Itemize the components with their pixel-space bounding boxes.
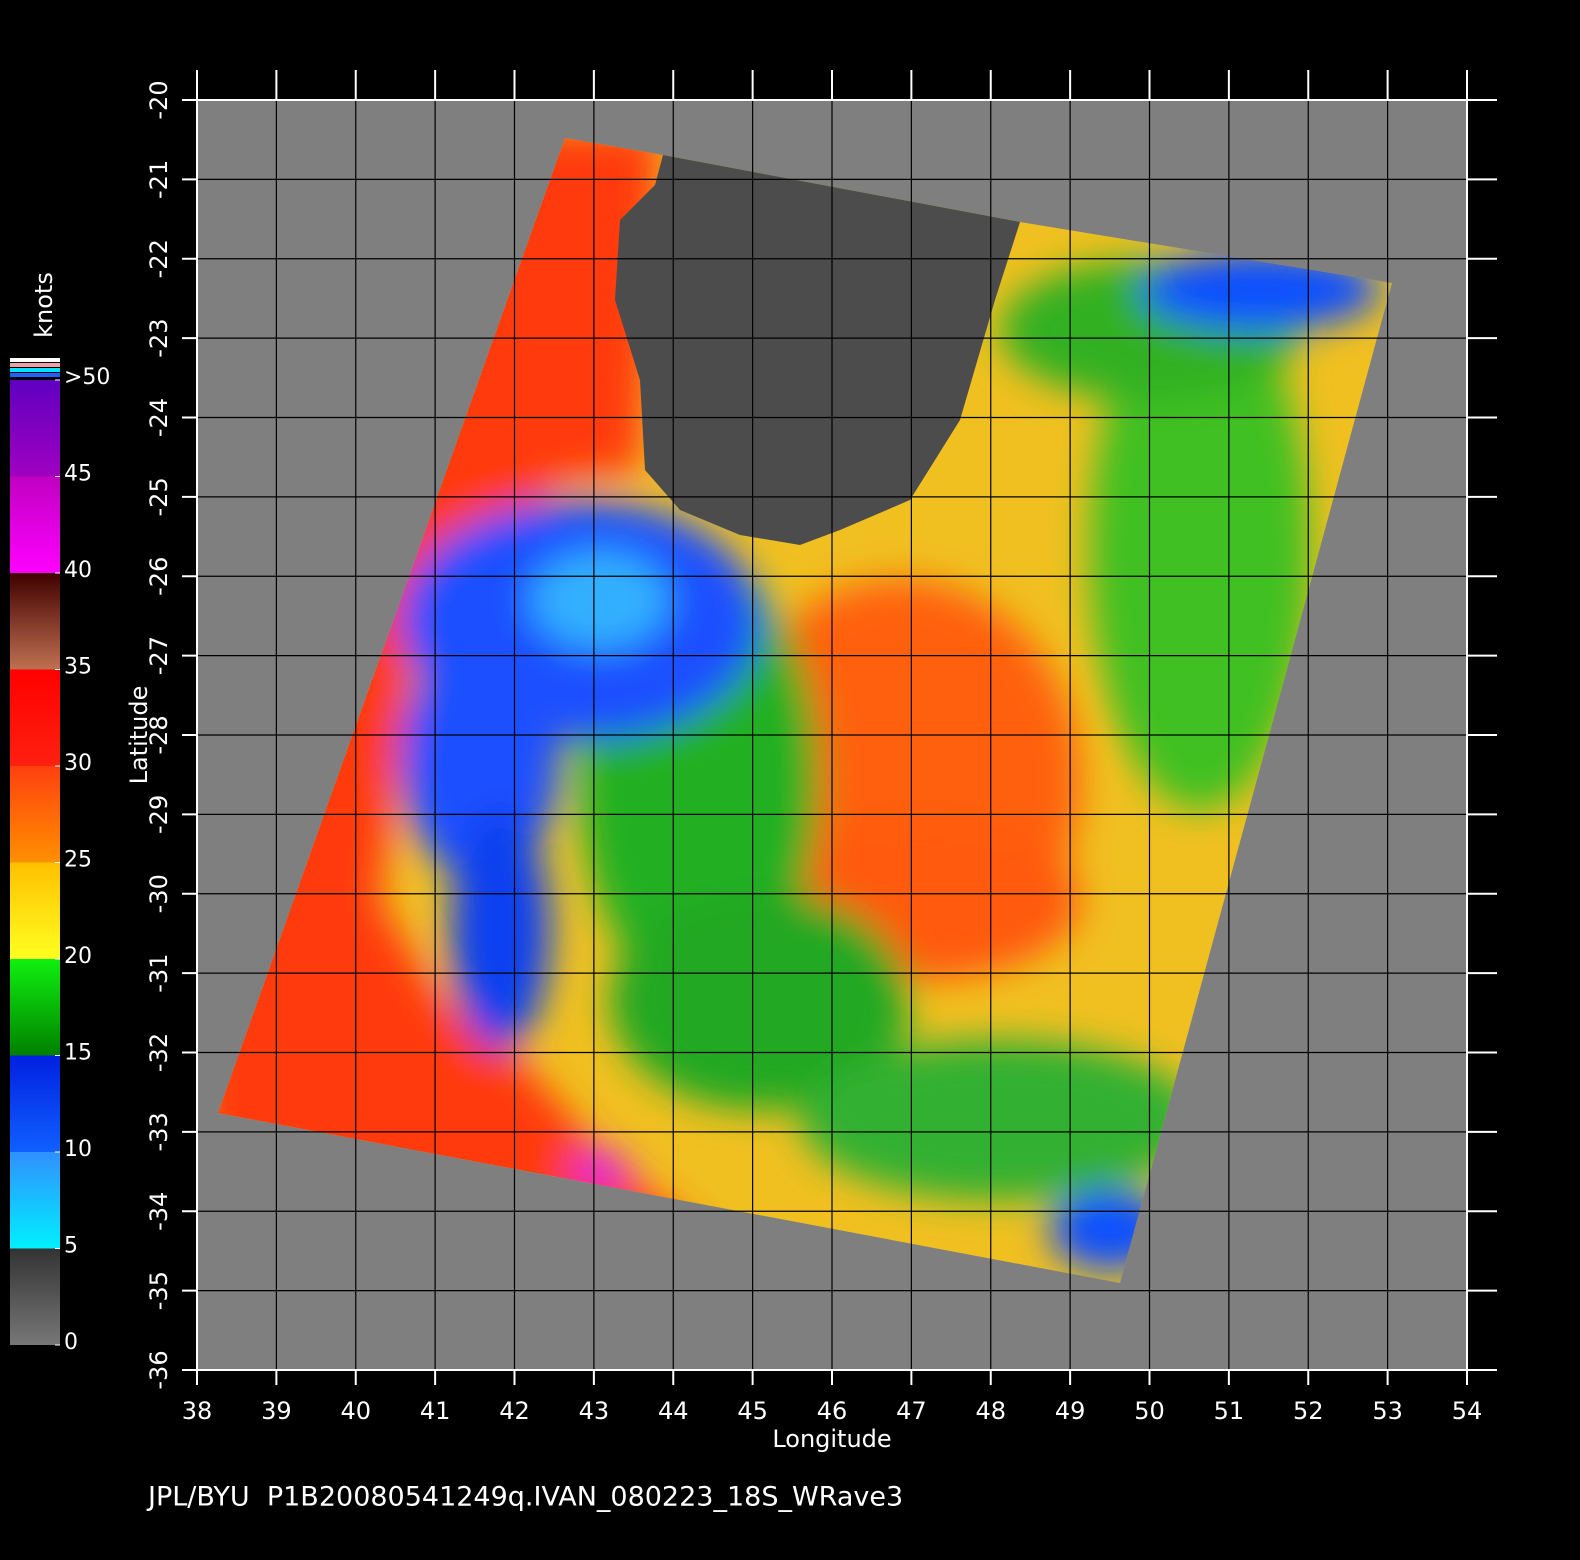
caption: JPL/BYU P1B20080541249q.IVAN_080223_18S_… (146, 1482, 903, 1513)
y-tick-label: -32 (145, 1033, 173, 1072)
x-tick-label: 40 (340, 1397, 371, 1425)
colorbar-cap (10, 363, 60, 367)
colorbar-tick-label: 0 (64, 1330, 78, 1355)
colorbar-tick-label: >50 (64, 365, 110, 390)
colorbar-cap (10, 373, 60, 377)
colorbar-cap (10, 358, 60, 362)
colorbar-tick-label: 10 (64, 1137, 92, 1162)
x-tick-label: 46 (817, 1397, 848, 1425)
colorbar-segment (10, 1152, 60, 1249)
x-tick-label: 52 (1293, 1397, 1324, 1425)
colorbar-tick-label: 25 (64, 848, 92, 873)
x-axis-label: Longitude (772, 1425, 891, 1453)
x-tick-label: 43 (579, 1397, 610, 1425)
colorbar-cap (10, 368, 60, 372)
colorbar-tick-label: 45 (64, 462, 92, 487)
x-tick-label: 50 (1134, 1397, 1165, 1425)
colorbar-tick-label: 20 (64, 944, 92, 969)
y-tick-label: -29 (145, 795, 173, 834)
colorbar-tick-label: 5 (64, 1234, 78, 1259)
colorbar-segment (10, 380, 60, 477)
colorbar-tick-label: 35 (64, 655, 92, 680)
y-tick-label: -20 (145, 80, 173, 119)
colorbar-tick-label: 40 (64, 558, 92, 583)
y-tick-label: -36 (145, 1350, 173, 1389)
x-tick-label: 38 (182, 1397, 213, 1425)
y-tick-label: -30 (145, 874, 173, 913)
colorbar-tick-label: 30 (64, 751, 92, 776)
colorbar-segment (10, 959, 60, 1056)
x-tick-label: 54 (1452, 1397, 1483, 1425)
colorbar-segment (10, 669, 60, 766)
y-tick-label: -27 (145, 636, 173, 675)
colorbar-label: knots (30, 272, 58, 338)
colorbar-segment (10, 1055, 60, 1152)
x-tick-label: 53 (1372, 1397, 1403, 1425)
colorbar-tick-label: 15 (64, 1041, 92, 1066)
y-tick-label: -31 (145, 954, 173, 993)
x-tick-label: 39 (261, 1397, 292, 1425)
x-tick-label: 51 (1214, 1397, 1245, 1425)
x-tick-label: 44 (658, 1397, 689, 1425)
y-tick-label: -26 (145, 557, 173, 596)
colorbar-segment (10, 766, 60, 863)
y-tick-label: -24 (145, 398, 173, 437)
colorbar-segment (10, 476, 60, 573)
y-tick-label: -34 (145, 1192, 173, 1231)
x-tick-label: 45 (737, 1397, 768, 1425)
y-tick-label: -35 (145, 1271, 173, 1310)
y-axis-label: Latitude (125, 686, 153, 785)
x-tick-label: 47 (896, 1397, 927, 1425)
x-tick-label: 49 (1055, 1397, 1086, 1425)
y-tick-label: -22 (145, 239, 173, 278)
x-tick-label: 41 (420, 1397, 451, 1425)
plot-frame (196, 99, 1468, 1371)
y-tick-label: -28 (145, 715, 173, 754)
x-tick-label: 42 (499, 1397, 530, 1425)
colorbar-segment (10, 1248, 60, 1345)
y-tick-label: -33 (145, 1112, 173, 1151)
y-tick-label: -21 (145, 160, 173, 199)
x-tick-label: 48 (975, 1397, 1006, 1425)
colorbar-segment (10, 573, 60, 670)
y-tick-label: -23 (145, 319, 173, 358)
y-tick-label: -25 (145, 477, 173, 516)
colorbar-segment (10, 862, 60, 959)
land-madagascar (615, 155, 1020, 545)
